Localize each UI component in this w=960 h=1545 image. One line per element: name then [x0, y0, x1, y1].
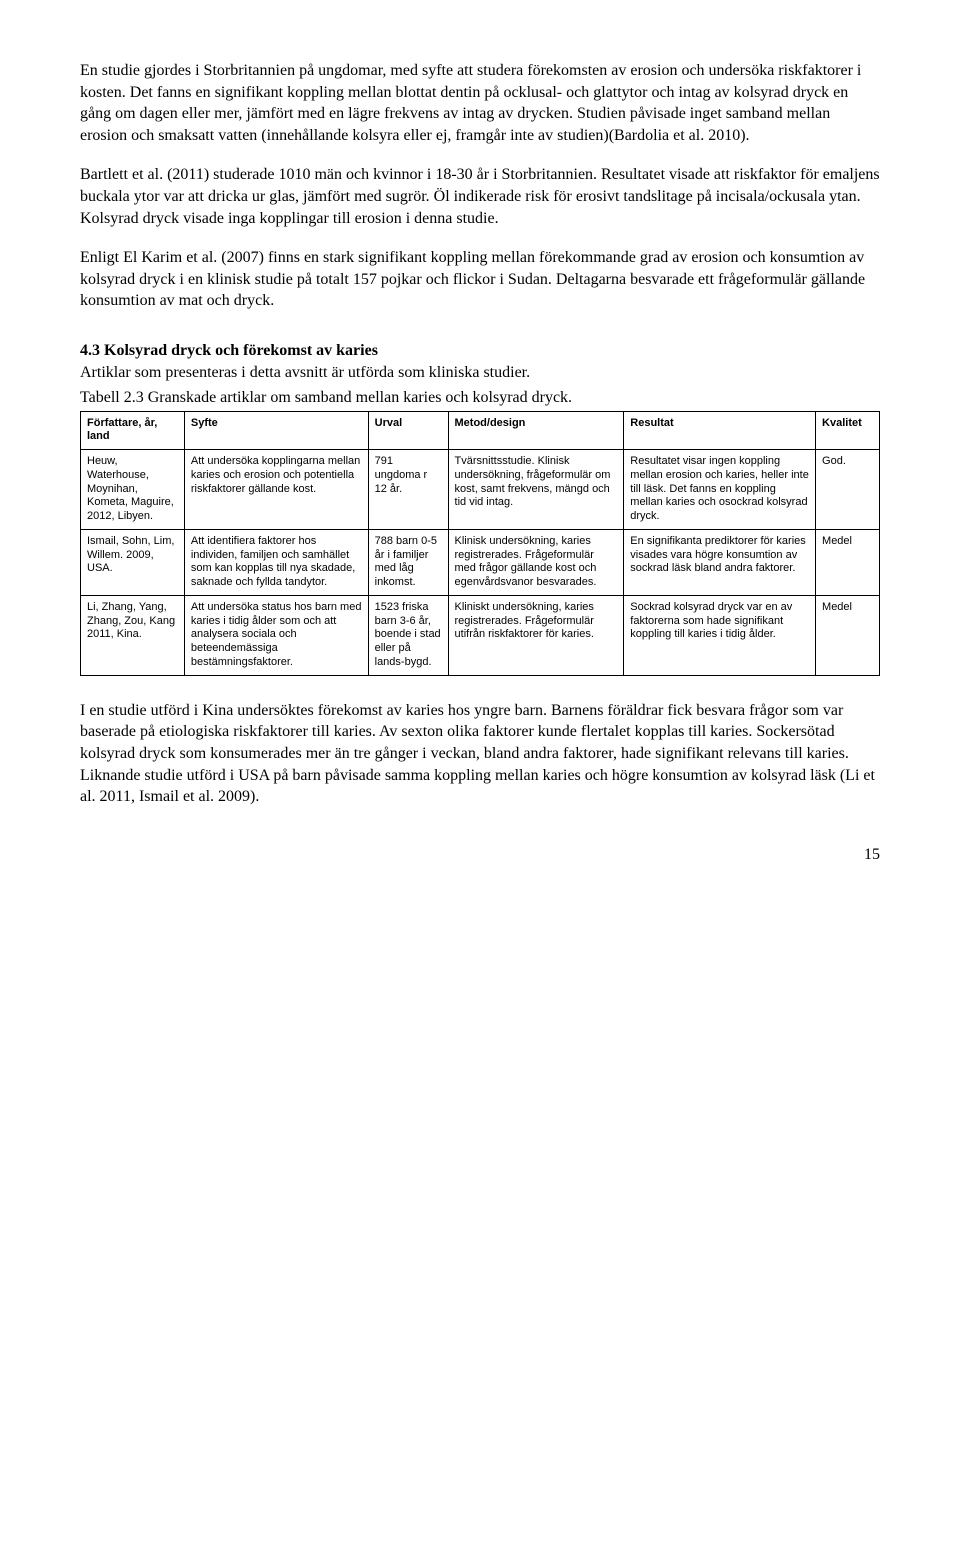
th-quality: Kvalitet	[816, 411, 880, 450]
cell-quality: God.	[816, 450, 880, 530]
section-intro: Artiklar som presenteras i detta avsnitt…	[80, 362, 880, 384]
cell-sample: 791 ungdoma r 12 år.	[368, 450, 448, 530]
cell-author: Heuw, Waterhouse, Moynihan, Kometa, Magu…	[81, 450, 185, 530]
cell-result: Sockrad kolsyrad dryck var en av faktore…	[624, 595, 816, 675]
articles-table: Författare, år, land Syfte Urval Metod/d…	[80, 411, 880, 676]
cell-result: Resultatet visar ingen koppling mellan e…	[624, 450, 816, 530]
page-number: 15	[80, 844, 880, 866]
paragraph-after-table: I en studie utförd i Kina undersöktes fö…	[80, 700, 880, 808]
th-result: Resultat	[624, 411, 816, 450]
table-row: Heuw, Waterhouse, Moynihan, Kometa, Magu…	[81, 450, 880, 530]
cell-purpose: Att undersöka status hos barn med karies…	[184, 595, 368, 675]
cell-author: Li, Zhang, Yang, Zhang, Zou, Kang 2011, …	[81, 595, 185, 675]
cell-quality: Medel	[816, 529, 880, 595]
table-caption: Tabell 2.3 Granskade artiklar om samband…	[80, 387, 880, 409]
th-sample: Urval	[368, 411, 448, 450]
cell-method: Tvärsnittsstudie. Klinisk undersökning, …	[448, 450, 624, 530]
cell-author: Ismail, Sohn, Lim, Willem. 2009, USA.	[81, 529, 185, 595]
th-author: Författare, år, land	[81, 411, 185, 450]
section-heading: 4.3 Kolsyrad dryck och förekomst av kari…	[80, 340, 880, 362]
table-header-row: Författare, år, land Syfte Urval Metod/d…	[81, 411, 880, 450]
paragraph-2: Bartlett et al. (2011) studerade 1010 mä…	[80, 164, 880, 229]
paragraph-1: En studie gjordes i Storbritannien på un…	[80, 60, 880, 146]
th-method: Metod/design	[448, 411, 624, 450]
cell-purpose: Att identifiera faktorer hos individen, …	[184, 529, 368, 595]
table-row: Ismail, Sohn, Lim, Willem. 2009, USA. At…	[81, 529, 880, 595]
table-row: Li, Zhang, Yang, Zhang, Zou, Kang 2011, …	[81, 595, 880, 675]
cell-purpose: Att undersöka kopplingarna mellan karies…	[184, 450, 368, 530]
cell-sample: 1523 friska barn 3-6 år, boende i stad e…	[368, 595, 448, 675]
th-purpose: Syfte	[184, 411, 368, 450]
cell-method: Kliniskt undersökning, karies registrera…	[448, 595, 624, 675]
cell-method: Klinisk undersökning, karies registrerad…	[448, 529, 624, 595]
cell-quality: Medel	[816, 595, 880, 675]
cell-result: En signifikanta prediktorer för karies v…	[624, 529, 816, 595]
paragraph-3: Enligt El Karim et al. (2007) finns en s…	[80, 247, 880, 312]
cell-sample: 788 barn 0-5 år i familjer med låg inkom…	[368, 529, 448, 595]
